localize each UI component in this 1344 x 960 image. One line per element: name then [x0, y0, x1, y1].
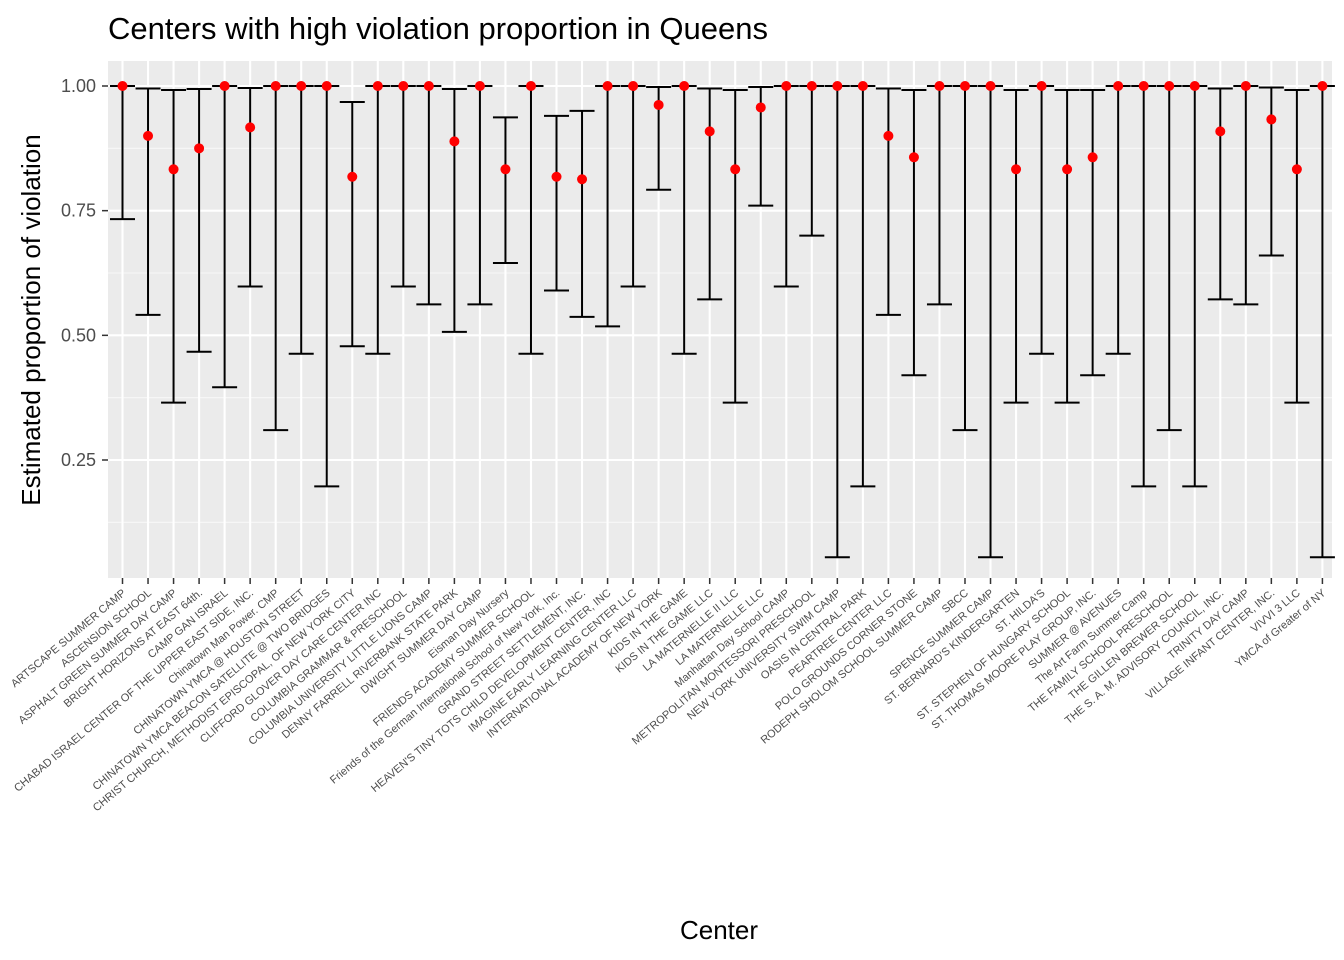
- estimate-point: [883, 130, 894, 141]
- estimate-point: [1011, 164, 1022, 175]
- estimate-point: [372, 81, 383, 91]
- estimate-point: [704, 126, 715, 137]
- estimate-point: [857, 81, 868, 91]
- estimate-point: [551, 171, 562, 182]
- estimate-point: [1164, 81, 1175, 91]
- estimate-point: [500, 164, 511, 175]
- estimate-point: [347, 171, 358, 182]
- estimate-point: [908, 152, 919, 163]
- estimate-point: [1215, 126, 1226, 137]
- estimate-point: [1189, 81, 1200, 91]
- estimate-point: [270, 81, 281, 91]
- estimate-point: [449, 136, 460, 147]
- y-tick-label: 0.75: [61, 201, 96, 221]
- chart-title: Centers with high violation proportion i…: [108, 11, 768, 46]
- estimate-point: [985, 81, 996, 91]
- estimate-point: [1291, 164, 1302, 175]
- estimate-point: [806, 81, 817, 91]
- estimate-point: [577, 174, 588, 185]
- estimate-point: [628, 81, 639, 91]
- estimate-point: [602, 81, 613, 91]
- estimate-point: [194, 143, 205, 154]
- x-axis-title: Center: [680, 915, 758, 945]
- estimate-point: [1317, 81, 1328, 91]
- estimate-point: [832, 81, 843, 91]
- y-tick-label: 0.25: [61, 450, 96, 470]
- estimate-point: [219, 81, 230, 91]
- estimate-point: [143, 130, 154, 141]
- y-axis-title: Estimated proportion of violation: [16, 134, 46, 505]
- estimate-point: [117, 81, 128, 91]
- estimate-point: [1087, 152, 1098, 163]
- estimate-point: [934, 81, 945, 91]
- y-tick-label: 1.00: [61, 76, 96, 96]
- estimate-point: [296, 81, 307, 91]
- estimate-point: [755, 102, 766, 113]
- estimate-point: [959, 81, 970, 91]
- estimate-point: [1113, 81, 1124, 91]
- estimate-point: [474, 81, 485, 91]
- y-tick-label: 0.50: [61, 325, 96, 345]
- y-axis: 0.25 0.50 0.75 1.00: [61, 76, 108, 470]
- estimate-point: [245, 122, 256, 133]
- error-bars-and-points: [110, 81, 1335, 559]
- estimate-point: [398, 81, 409, 91]
- plot-panel: [108, 61, 1332, 578]
- estimate-point: [1266, 114, 1277, 125]
- estimate-point: [781, 81, 792, 91]
- estimate-point: [525, 81, 536, 91]
- estimate-point: [1062, 164, 1073, 175]
- estimate-point: [679, 81, 690, 91]
- estimate-point: [1036, 81, 1047, 91]
- estimate-point: [1138, 81, 1149, 91]
- estimate-point: [730, 164, 741, 175]
- estimate-point: [1240, 81, 1251, 91]
- estimate-point: [423, 81, 434, 91]
- estimate-point: [653, 99, 664, 110]
- estimate-point: [168, 164, 179, 175]
- estimate-point: [321, 81, 332, 91]
